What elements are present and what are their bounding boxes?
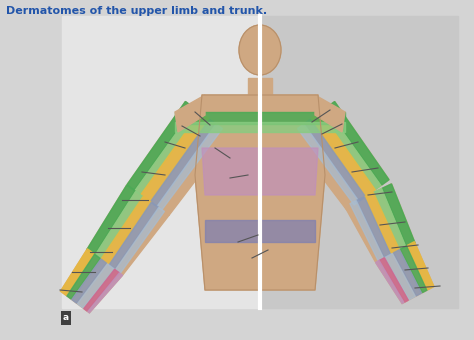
- Polygon shape: [67, 254, 100, 299]
- Polygon shape: [195, 95, 325, 290]
- Polygon shape: [375, 242, 434, 304]
- Polygon shape: [310, 112, 375, 197]
- Bar: [248, 78, 272, 100]
- Ellipse shape: [239, 25, 281, 75]
- Polygon shape: [61, 249, 123, 313]
- Polygon shape: [116, 207, 164, 273]
- Polygon shape: [202, 148, 318, 195]
- Polygon shape: [304, 119, 365, 202]
- Polygon shape: [400, 246, 427, 293]
- Bar: [62, 16, 260, 308]
- Polygon shape: [375, 260, 404, 304]
- Polygon shape: [88, 273, 123, 313]
- Polygon shape: [345, 184, 415, 261]
- Polygon shape: [365, 192, 400, 254]
- Bar: [175, 112, 345, 124]
- Bar: [175, 122, 345, 132]
- Polygon shape: [393, 250, 421, 296]
- Polygon shape: [77, 264, 115, 308]
- Polygon shape: [127, 101, 230, 215]
- Polygon shape: [175, 95, 205, 132]
- Polygon shape: [95, 191, 143, 259]
- Polygon shape: [72, 259, 107, 303]
- Polygon shape: [87, 185, 169, 274]
- Polygon shape: [289, 102, 389, 210]
- Polygon shape: [61, 249, 94, 295]
- Text: Dermatomes of the upper limb and trunk.: Dermatomes of the upper limb and trunk.: [6, 6, 267, 16]
- Polygon shape: [135, 108, 200, 195]
- Polygon shape: [350, 201, 383, 260]
- Bar: [260, 16, 458, 308]
- Polygon shape: [407, 242, 434, 290]
- Polygon shape: [320, 108, 381, 190]
- Polygon shape: [157, 124, 222, 210]
- Polygon shape: [327, 102, 389, 185]
- Polygon shape: [379, 258, 408, 302]
- Polygon shape: [374, 189, 406, 250]
- Bar: [205, 220, 315, 242]
- Text: a: a: [63, 313, 69, 323]
- Polygon shape: [141, 112, 210, 202]
- Polygon shape: [101, 197, 151, 264]
- Polygon shape: [383, 184, 415, 246]
- Polygon shape: [384, 253, 415, 300]
- Polygon shape: [109, 202, 159, 269]
- Polygon shape: [87, 185, 135, 255]
- Polygon shape: [298, 124, 359, 205]
- Polygon shape: [356, 197, 391, 257]
- Polygon shape: [84, 269, 119, 311]
- Polygon shape: [150, 119, 216, 206]
- Polygon shape: [127, 101, 193, 190]
- Polygon shape: [315, 95, 345, 132]
